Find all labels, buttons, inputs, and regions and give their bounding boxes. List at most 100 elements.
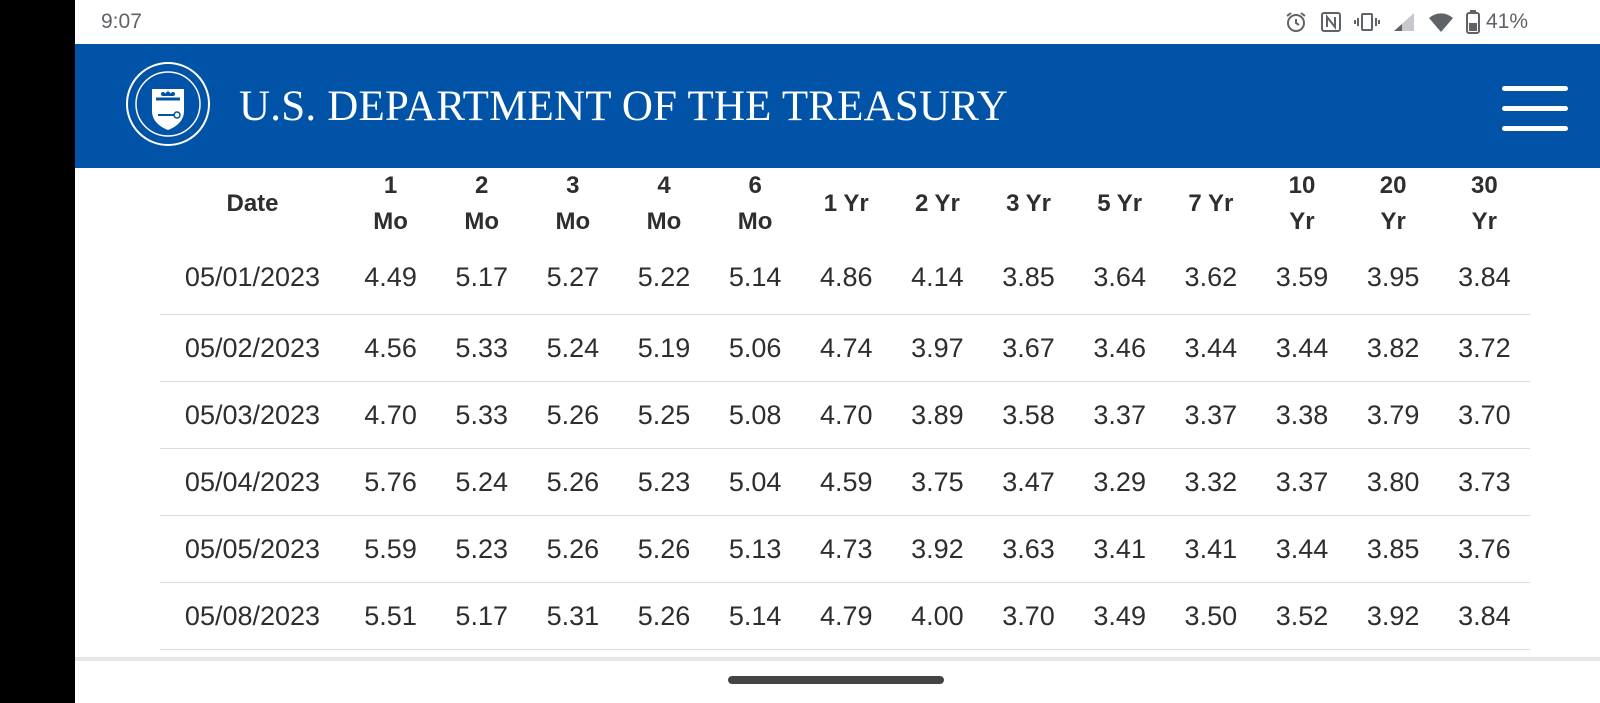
yield-cell: 5.22 (618, 240, 710, 315)
site-title[interactable]: U.S. DEPARTMENT OF THE TREASURY (239, 83, 1009, 130)
yield-cell: 5.26 (618, 515, 710, 583)
yield-cell: 3.70 (1438, 381, 1530, 449)
column-header: 1 Yr (801, 168, 892, 240)
column-header: 1 Mo (345, 168, 436, 240)
yield-cell: 3.50 (1165, 582, 1257, 650)
yield-cell: 5.26 (618, 582, 710, 650)
column-header: 3 Yr (983, 168, 1074, 240)
yield-cell: 5.51 (345, 582, 437, 650)
yield-cell: 5.59 (345, 515, 437, 583)
yield-cell: 5.26 (527, 515, 619, 583)
date-cell: 05/04/2023 (160, 448, 345, 516)
column-header: 7 Yr (1165, 168, 1256, 240)
yield-cell: 3.44 (1256, 314, 1348, 382)
divider (75, 657, 1600, 661)
column-header-label: 5 Yr (1097, 190, 1143, 217)
table-header-row: Date 1 Mo 2 Mo 3 Mo 4 Mo 6 Mo 1 Yr 2 Yr 3 Yr 5 Yr 7 Yr 1… (160, 168, 1530, 240)
yield-cell: 3.47 (982, 448, 1075, 516)
yield-cell: 3.84 (1438, 240, 1530, 315)
column-header: 3 Mo (527, 168, 618, 240)
yield-cell: 5.33 (436, 381, 528, 449)
yield-cell: 5.14 (709, 240, 801, 315)
hamburger-menu-icon[interactable] (1502, 86, 1568, 132)
gesture-nav-handle[interactable] (728, 676, 944, 684)
yield-cell: 3.37 (1165, 381, 1257, 449)
column-header-label-line2: Mo (464, 208, 500, 235)
battery-percent: 41% (1485, 10, 1528, 33)
yield-cell: 3.32 (1165, 448, 1257, 516)
yield-cell: 5.27 (527, 240, 619, 315)
column-header-label: 1 (383, 172, 398, 199)
column-header: 6 Mo (710, 168, 801, 240)
yield-cell: 3.37 (1074, 381, 1166, 449)
yield-cell: 3.92 (1347, 582, 1439, 650)
column-header-label: Date (226, 190, 279, 217)
yield-cell: 3.44 (1165, 314, 1257, 382)
yield-cell: 3.62 (1165, 240, 1257, 315)
yield-cell: 5.17 (436, 240, 528, 315)
column-header-label: 7 Yr (1188, 190, 1234, 217)
yield-cell: 3.92 (891, 515, 983, 583)
column-header-label: 1 Yr (823, 190, 869, 217)
yield-cell: 5.26 (527, 381, 619, 449)
yield-cell: 3.76 (1438, 515, 1530, 583)
column-header-label: 3 (566, 172, 580, 199)
column-header-label: 2 (475, 172, 489, 199)
column-header-date: Date (160, 168, 345, 240)
column-header-label: 2 Yr (914, 190, 960, 217)
status-time: 9:07 (101, 10, 142, 33)
column-header-label: 6 (748, 172, 762, 199)
table-row: 05/02/2023 4.56 5.33 5.24 5.19 5.06 4.74 3.97 3.… (160, 314, 1530, 382)
yield-cell: 4.74 (800, 314, 892, 382)
yield-cell: 5.17 (436, 582, 528, 650)
yield-cell: 3.37 (1256, 448, 1348, 516)
yield-cell: 4.49 (345, 240, 437, 315)
yield-cell: 4.73 (800, 515, 892, 583)
yield-cell: 3.82 (1347, 314, 1439, 382)
yield-cell: 3.70 (982, 582, 1075, 650)
table-row: 05/03/2023 4.70 5.33 5.26 5.25 5.08 4.70 3.89 3.… (160, 381, 1530, 449)
yield-cell: 3.41 (1165, 515, 1257, 583)
yield-cell: 4.59 (800, 448, 892, 516)
column-header-label-line2: Mo (646, 208, 682, 235)
yield-cell: 3.89 (891, 381, 983, 449)
yield-cell: 3.59 (1256, 240, 1348, 315)
column-header: 10 Yr (1256, 168, 1347, 240)
column-header-label: 3 Yr (1006, 190, 1052, 217)
column-header-label-line2: Yr (1289, 208, 1315, 235)
column-header: 4 Mo (618, 168, 709, 240)
date-cell: 05/02/2023 (160, 314, 345, 382)
yield-cell: 4.70 (800, 381, 892, 449)
yield-cell: 3.29 (1074, 448, 1166, 516)
yield-cell: 3.52 (1256, 582, 1348, 650)
yield-cell: 5.33 (436, 314, 528, 382)
vibrate-icon (1353, 11, 1380, 33)
yield-cell: 5.24 (527, 314, 619, 382)
yield-cell: 5.06 (709, 314, 801, 382)
column-header: 2 Yr (892, 168, 983, 240)
yield-cell: 5.19 (618, 314, 710, 382)
phone-screen: 9:07 41% (75, 0, 1600, 703)
yield-cell: 4.00 (891, 582, 983, 650)
nfc-icon (1320, 11, 1342, 33)
yield-cell: 3.95 (1347, 240, 1439, 315)
yield-cell: 3.72 (1438, 314, 1530, 382)
yield-cell: 3.97 (891, 314, 983, 382)
yield-cell: 3.41 (1074, 515, 1166, 583)
column-header-label-line2: Yr (1380, 208, 1406, 235)
yield-cell: 3.64 (1074, 240, 1166, 315)
wifi-icon (1428, 11, 1454, 33)
treasury-seal-icon[interactable] (125, 61, 211, 147)
table-row: 05/05/2023 5.59 5.23 5.26 5.26 5.13 4.73 3.92 3.… (160, 515, 1530, 583)
column-header-label: 20 (1379, 172, 1407, 199)
yield-cell: 3.75 (891, 448, 983, 516)
treasury-yield-table: Date 1 Mo 2 Mo 3 Mo 4 Mo 6 Mo 1 Yr 2 Yr 3 Yr 5 Yr 7 Yr 1… (160, 168, 1530, 650)
yield-cell: 5.26 (527, 448, 619, 516)
yield-cell: 4.14 (891, 240, 983, 315)
column-header-label: 10 (1288, 172, 1316, 199)
column-header-label: 4 (657, 172, 671, 199)
column-header-label-line2: Yr (1471, 208, 1498, 235)
yield-cell: 3.80 (1347, 448, 1439, 516)
date-cell: 05/05/2023 (160, 515, 345, 583)
yield-cell: 5.23 (436, 515, 528, 583)
